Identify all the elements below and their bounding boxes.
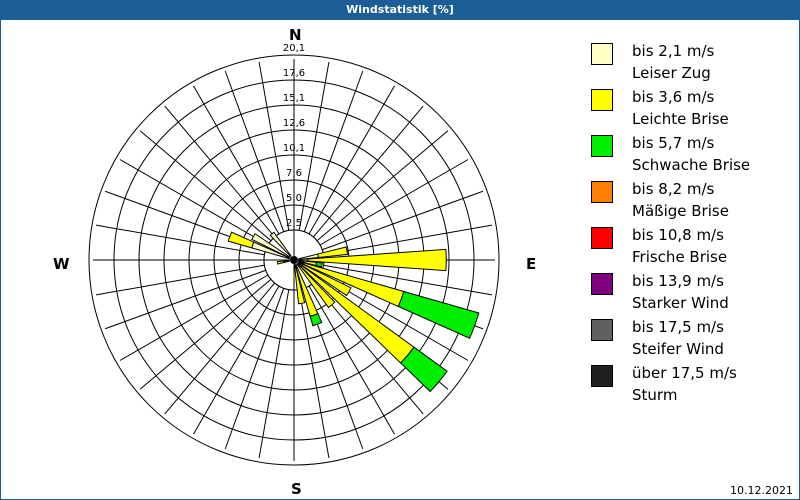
grid-spoke [119, 159, 269, 246]
grid-ring [88, 54, 500, 466]
grid-spoke [312, 105, 424, 238]
legend-range: bis 10,8 m/s [632, 226, 724, 244]
grid-spoke [316, 130, 449, 242]
radial-tick-label: 5,0 [286, 193, 302, 204]
legend-swatch-4 [591, 227, 613, 249]
legend-label: Steifer Wind [632, 340, 724, 358]
legend-label: Starker Wind [632, 294, 729, 312]
legend-range: bis 8,2 m/s [632, 180, 715, 198]
radial-tick-label: 7,6 [286, 168, 302, 179]
compass-west-label: W [53, 255, 70, 273]
legend-label: Sturm [632, 386, 678, 404]
wind-rose-chart: 2,5 5,0 7,6 10,1 12,6 15,1 17,6 20,1 [88, 43, 500, 466]
legend-swatch-3 [591, 181, 613, 203]
legend-range: bis 17,5 m/s [632, 318, 724, 336]
radial-tick-label: 2,5 [286, 218, 302, 229]
grid-spoke [224, 288, 285, 450]
legend-swatch-7 [591, 365, 613, 387]
compass-north-label: N [289, 26, 302, 44]
radial-tick-label: 15,1 [283, 93, 305, 104]
wind-sector [297, 264, 336, 309]
legend-range: bis 13,9 m/s [632, 272, 724, 290]
wind-sector [397, 290, 480, 339]
wind-sector [400, 346, 448, 393]
wind-sector [276, 260, 286, 265]
wind-sector [269, 231, 292, 258]
legend-swatch-6 [591, 319, 613, 341]
legend-item: über 17,5 m/s Sturm [590, 362, 790, 408]
legend-range: bis 2,1 m/s [632, 42, 715, 60]
grid-spoke [323, 264, 493, 296]
grid-spoke [164, 105, 276, 238]
legend-label: Frische Brise [632, 248, 728, 266]
grid-spoke [258, 289, 290, 459]
legend-range: bis 3,6 m/s [632, 88, 715, 106]
grid-spoke [104, 269, 266, 330]
grid-spoke [193, 85, 280, 235]
wind-sector [251, 233, 291, 259]
grid-spoke [322, 190, 484, 251]
legend-item: bis 13,9 m/s Starker Wind [590, 270, 790, 316]
grid-spoke [303, 70, 364, 232]
legend-item: bis 2,1 m/s Leiser Zug [590, 40, 790, 86]
legend-range: über 17,5 m/s [632, 364, 737, 382]
window-title: Windstatistik [%] [0, 0, 800, 20]
grid-spoke [298, 61, 330, 231]
legend-label: Schwache Brise [632, 156, 751, 174]
legend-swatch-2 [591, 135, 613, 157]
date-label: 10.12.2021 [730, 484, 793, 497]
grid-spoke [323, 224, 493, 256]
compass-east-label: E [526, 255, 537, 273]
grid-spoke [139, 278, 272, 390]
legend-label: Mäßige Brise [632, 202, 729, 220]
wind-sector [294, 267, 306, 305]
grid-spoke [319, 159, 469, 246]
chart-panel: 2,5 5,0 7,6 10,1 12,6 15,1 17,6 20,1 N E S W bi… [1, 20, 799, 499]
legend-swatch-0 [591, 43, 613, 65]
legend-item: bis 5,7 m/s Schwache Brise [590, 132, 790, 178]
grid-spoke [164, 282, 276, 415]
radial-tick-label: 17,6 [283, 68, 305, 79]
grid-spoke [298, 289, 330, 459]
radial-tick-label: 20,1 [283, 43, 305, 54]
wind-sector [307, 248, 447, 272]
legend-item: bis 8,2 m/s Mäßige Brise [590, 178, 790, 224]
legend-label: Leiser Zug [632, 64, 711, 82]
grid-spoke [258, 61, 290, 231]
grid-spoke [119, 274, 269, 361]
wind-sector [317, 246, 349, 258]
wind-sector [309, 312, 323, 327]
radial-tick-label: 12,6 [283, 118, 305, 129]
grid-spoke [308, 85, 395, 235]
radial-tick-label: 10,1 [283, 143, 305, 154]
legend-item: bis 10,8 m/s Frische Brise [590, 224, 790, 270]
grid-spoke [95, 264, 265, 296]
legend-label: Leichte Brise [632, 110, 729, 128]
legend-swatch-1 [591, 89, 613, 111]
grid-spoke [308, 285, 395, 435]
legend-item: bis 3,6 m/s Leichte Brise [590, 86, 790, 132]
center-point [290, 256, 298, 264]
grid-spoke [95, 224, 265, 256]
legend-item: bis 17,5 m/s Steifer Wind [590, 316, 790, 362]
grid-spoke [224, 70, 285, 232]
grid-spoke [193, 285, 280, 435]
legend-range: bis 5,7 m/s [632, 134, 715, 152]
compass-south-label: S [291, 480, 302, 498]
wind-sector [315, 261, 323, 268]
wind-sector [301, 263, 352, 297]
grid-spoke [139, 130, 272, 242]
wind-sector [227, 231, 255, 249]
legend-swatch-5 [591, 273, 613, 295]
